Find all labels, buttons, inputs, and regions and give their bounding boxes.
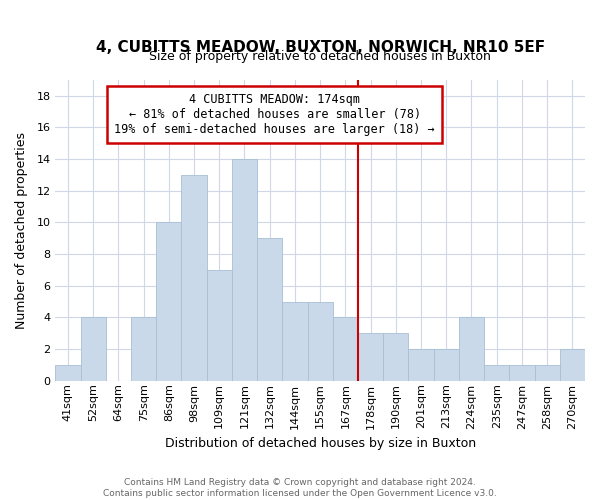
Bar (55, 365, 80, 381)
Bar (181, 175, 206, 381)
Text: Size of property relative to detached houses in Buxton: Size of property relative to detached ho… (149, 50, 491, 63)
Bar (560, 349, 585, 381)
X-axis label: Distribution of detached houses by size in Buxton: Distribution of detached houses by size … (164, 437, 476, 450)
Bar (409, 349, 434, 381)
Y-axis label: Number of detached properties: Number of detached properties (15, 132, 28, 329)
Bar (358, 333, 383, 381)
Bar (434, 349, 459, 381)
Bar (206, 270, 232, 381)
Bar (257, 238, 283, 381)
Bar (383, 333, 409, 381)
Bar (232, 159, 257, 381)
Bar (80, 318, 106, 381)
Title: 4, CUBITTS MEADOW, BUXTON, NORWICH, NR10 5EF: 4, CUBITTS MEADOW, BUXTON, NORWICH, NR10… (95, 40, 545, 55)
Bar (484, 365, 509, 381)
Bar (459, 318, 484, 381)
Bar (131, 318, 156, 381)
Bar (308, 302, 333, 381)
Text: 4 CUBITTS MEADOW: 174sqm
← 81% of detached houses are smaller (78)
19% of semi-d: 4 CUBITTS MEADOW: 174sqm ← 81% of detach… (115, 93, 435, 136)
Bar (156, 222, 181, 381)
Bar (535, 365, 560, 381)
Bar (283, 302, 308, 381)
Bar (509, 365, 535, 381)
Text: Contains HM Land Registry data © Crown copyright and database right 2024.
Contai: Contains HM Land Registry data © Crown c… (103, 478, 497, 498)
Bar (333, 318, 358, 381)
